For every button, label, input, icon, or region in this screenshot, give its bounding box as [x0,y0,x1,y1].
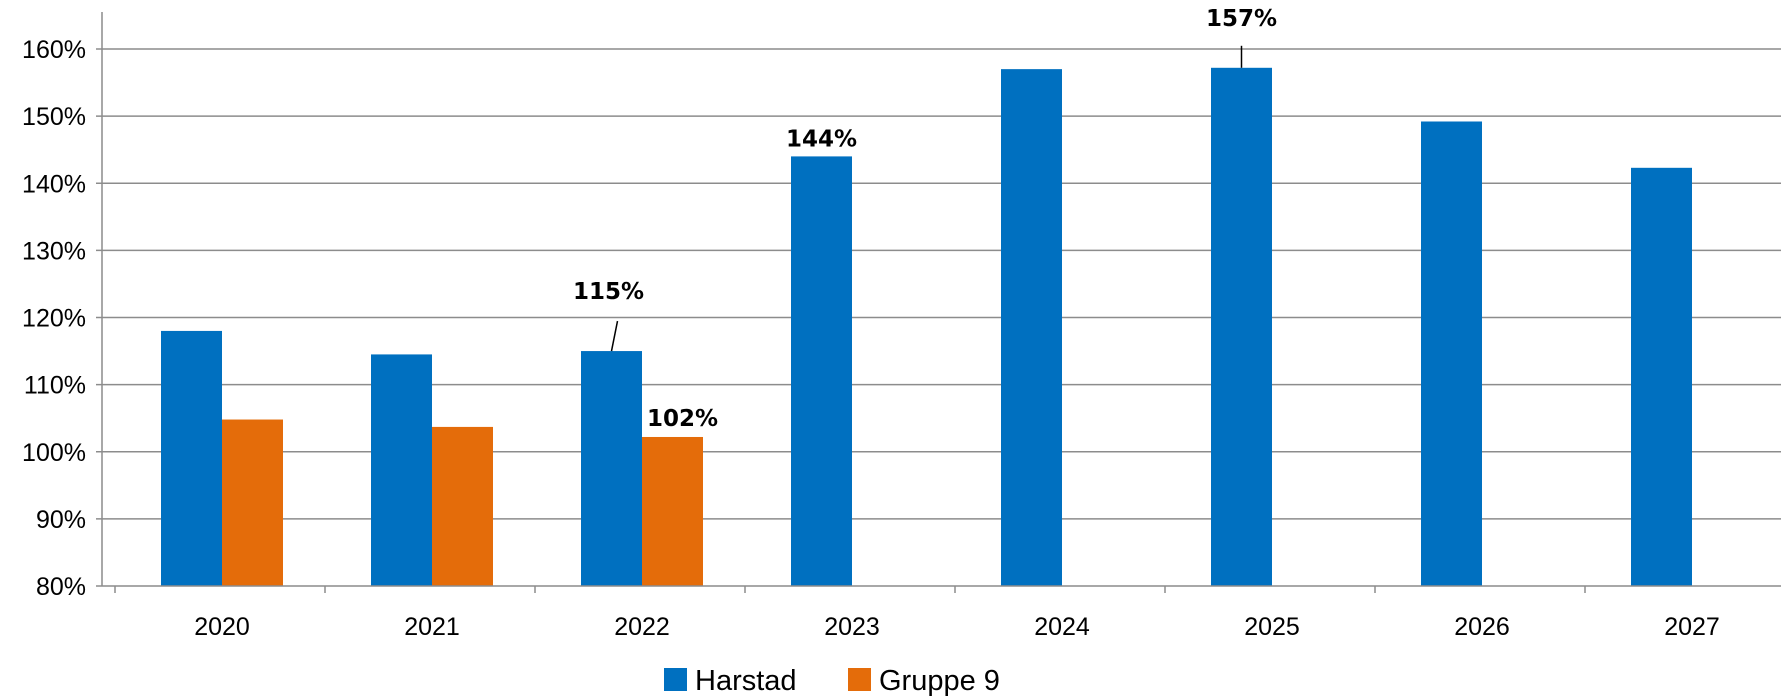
x-tick-label: 2021 [404,613,460,641]
labels-layer: 115% 102% 144% 157% [573,6,1277,432]
bars-layer [161,67,1692,587]
legend-swatch-harstad [664,668,687,691]
x-tick-label: 2020 [194,613,250,641]
data-label: 115% [573,279,644,305]
legend-label: Gruppe 9 [879,665,1000,697]
data-label: 157% [1206,6,1277,32]
bar-gruppe-9-2021 [432,426,493,586]
grid-layer [102,48,1781,520]
data-label: 144% [786,126,857,152]
legend-swatch-gruppe-9 [848,668,871,691]
bar-harstad-2022 [581,351,642,586]
y-tick-label: 80% [36,573,86,601]
legend: Harstad Gruppe 9 [664,665,1000,697]
y-tick-label: 120% [22,305,86,333]
bar-harstad-2026 [1421,121,1482,587]
x-tick-label: 2027 [1664,613,1720,641]
bar-harstad-2025 [1211,67,1272,587]
bar-gruppe-9-2020 [222,419,283,586]
bar-harstad-2027 [1631,167,1692,586]
y-tick-label: 100% [22,439,86,467]
bar-harstad-2023 [791,156,852,586]
x-tick-label: 2023 [824,613,880,641]
x-tick-label: 2025 [1244,613,1300,641]
y-tick-label: 90% [36,506,86,534]
y-tick-label: 130% [22,237,86,265]
y-tick-label: 140% [22,170,86,198]
bar-harstad-2021 [371,354,432,586]
x-tick-label: 2022 [614,613,670,641]
bar-harstad-2020 [161,330,222,586]
axis-layer: 80% 90% 100% 110% 120% 130% 140% 150% 160% 2020 20… [22,12,1781,641]
bar-gruppe-9-2022 [642,436,703,586]
bar-harstad-2024 [1001,69,1062,586]
data-label-leader [610,320,619,352]
legend-label: Harstad [695,665,797,697]
y-tick-label: 160% [22,36,86,64]
data-label: 102% [647,406,718,432]
y-tick-label: 110% [24,372,86,400]
y-tick-label: 150% [22,103,86,131]
x-tick-label: 2026 [1454,613,1510,641]
x-tick-label: 2024 [1034,613,1090,641]
